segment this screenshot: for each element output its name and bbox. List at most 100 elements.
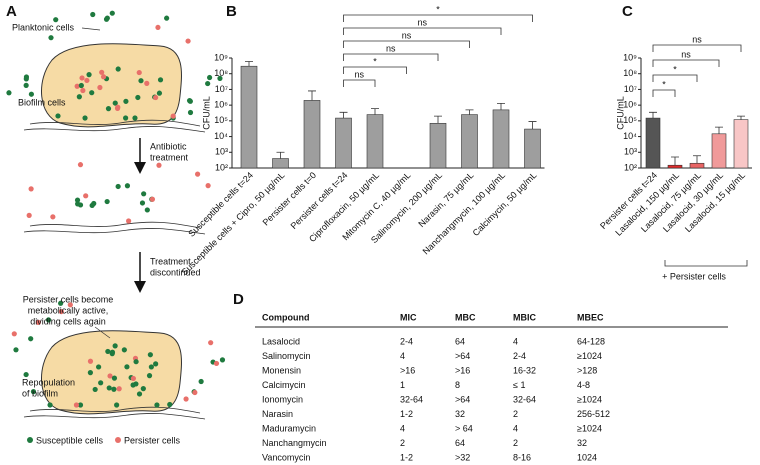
cell bbox=[76, 94, 82, 100]
bar bbox=[303, 100, 321, 169]
error-bar bbox=[308, 90, 316, 101]
bar bbox=[461, 114, 478, 169]
annotation: of biofilm bbox=[22, 388, 58, 398]
y-tick-label: 10⁴ bbox=[214, 131, 228, 141]
table-cell: Narasin bbox=[262, 409, 293, 419]
table-cell: 64 bbox=[455, 438, 465, 448]
table-cell: >128 bbox=[577, 365, 597, 375]
cell bbox=[92, 386, 98, 393]
table-cell: 8 bbox=[455, 380, 460, 390]
cell bbox=[124, 183, 131, 189]
cell bbox=[198, 378, 204, 385]
group-bracket bbox=[664, 260, 748, 267]
significance-label: * bbox=[436, 4, 440, 14]
x-tick-label: Persister cells t=0 bbox=[261, 170, 318, 227]
significance-bracket bbox=[652, 44, 742, 52]
table-cell: 64-128 bbox=[577, 336, 605, 346]
cell bbox=[139, 200, 146, 206]
y-tick-label: 10⁶ bbox=[214, 100, 228, 110]
cell bbox=[106, 385, 112, 391]
error-bar bbox=[528, 121, 537, 130]
cell bbox=[73, 402, 80, 408]
cell bbox=[144, 207, 150, 213]
error-bar bbox=[465, 109, 474, 115]
cell bbox=[170, 113, 176, 119]
cell bbox=[205, 183, 211, 189]
annotation: Persister cells become bbox=[23, 294, 114, 304]
cell bbox=[192, 389, 198, 396]
annotation: Repopulation bbox=[22, 377, 75, 387]
cell bbox=[153, 94, 159, 101]
cell bbox=[74, 83, 80, 89]
significance-label: * bbox=[673, 64, 677, 74]
cell bbox=[77, 202, 84, 208]
cell bbox=[23, 76, 29, 82]
table-cell: Vancomycin bbox=[262, 452, 310, 462]
table-cell: 2 bbox=[400, 438, 405, 448]
error-bar bbox=[737, 115, 745, 120]
significance-bracket bbox=[343, 27, 502, 35]
cell bbox=[187, 109, 194, 116]
cell bbox=[6, 90, 12, 96]
cell bbox=[185, 38, 191, 44]
cell bbox=[90, 11, 96, 18]
table-cell: 1 bbox=[400, 380, 405, 390]
cell bbox=[109, 349, 116, 355]
significance-bracket bbox=[343, 79, 376, 87]
significance-label: ns bbox=[692, 34, 702, 44]
y-tick-label: 10³ bbox=[215, 147, 228, 157]
significance-bracket bbox=[343, 66, 407, 74]
table-cell: 16-32 bbox=[513, 365, 536, 375]
cell bbox=[86, 72, 92, 78]
cell bbox=[141, 191, 147, 197]
y-tick-label: 10² bbox=[215, 162, 228, 172]
panel-label: C bbox=[622, 3, 633, 20]
cell bbox=[82, 115, 88, 121]
error-bar bbox=[497, 102, 505, 110]
cell bbox=[67, 302, 73, 308]
table-cell: 32-64 bbox=[513, 394, 536, 404]
cell bbox=[123, 115, 129, 121]
significance-label: ns bbox=[386, 43, 396, 53]
cell bbox=[136, 69, 142, 76]
x-tick-label: Calcimycin, 50 µg/mL bbox=[471, 170, 539, 238]
cell bbox=[146, 373, 153, 379]
cell bbox=[219, 357, 226, 363]
table-cell: 4 bbox=[400, 351, 405, 361]
table-cell: >16 bbox=[455, 365, 470, 375]
cell bbox=[99, 69, 105, 75]
table-cell: >64 bbox=[455, 394, 470, 404]
table-cell: 64 bbox=[455, 336, 465, 346]
table-cell: 4 bbox=[513, 336, 518, 346]
cell bbox=[144, 80, 150, 86]
cell bbox=[89, 202, 95, 209]
panel-label: A bbox=[6, 3, 17, 20]
step-label: discontinued bbox=[150, 267, 201, 277]
cell bbox=[47, 402, 53, 408]
table-cell: 4 bbox=[513, 423, 518, 433]
cell bbox=[138, 78, 144, 84]
cell bbox=[28, 186, 34, 192]
cell bbox=[107, 373, 113, 379]
bar bbox=[429, 122, 447, 169]
y-tick-label: 10⁵ bbox=[623, 115, 637, 125]
cell bbox=[121, 347, 127, 353]
bar bbox=[667, 164, 683, 169]
cell bbox=[11, 331, 17, 337]
cell bbox=[156, 90, 163, 96]
cell bbox=[84, 77, 90, 84]
y-axis-label: CFU/mL bbox=[201, 96, 211, 130]
table-cell: Monensin bbox=[262, 365, 301, 375]
bar bbox=[733, 119, 749, 169]
table-cell: Salinomycin bbox=[262, 351, 311, 361]
bar bbox=[366, 114, 384, 169]
y-tick-label: 10⁹ bbox=[623, 52, 637, 62]
cell bbox=[112, 100, 118, 106]
cell bbox=[156, 162, 162, 168]
significance-bracket bbox=[343, 53, 439, 61]
cell bbox=[147, 352, 153, 358]
significance-label: ns bbox=[354, 69, 364, 79]
table-cell: 2-4 bbox=[400, 336, 413, 346]
cell bbox=[116, 386, 122, 392]
